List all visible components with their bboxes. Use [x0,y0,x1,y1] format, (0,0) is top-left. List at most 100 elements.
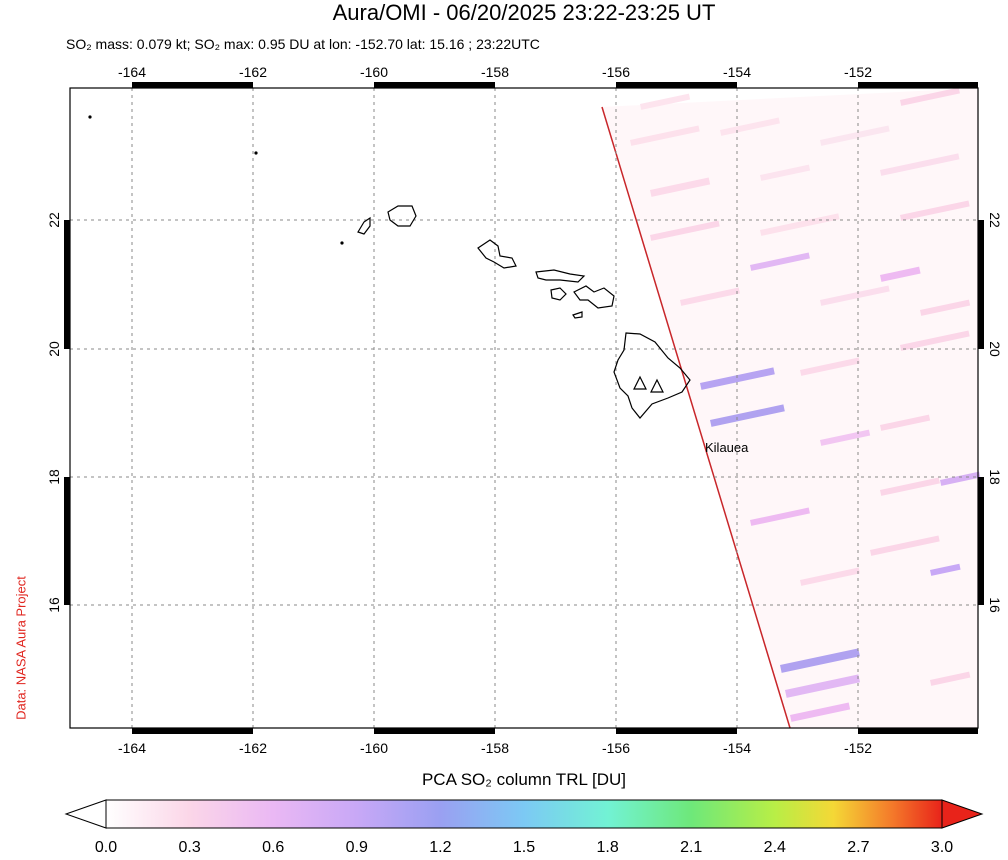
islet [88,115,92,119]
lat-ticks-right: 16 18 20 22 [987,212,1003,613]
swath-pixel [790,702,851,722]
swath-pixel [750,507,810,526]
colorbar-tick: 3.0 [931,839,953,856]
colorbar-tick: 0.0 [95,839,117,856]
map-title: Aura/OMI - 06/20/2025 23:22-23:25 UT [332,0,716,25]
lon-tick: -152 [844,64,872,80]
swath-pixel [900,330,970,351]
swath-pixel [880,414,931,431]
island-niihau [357,216,371,235]
lon-axis-bars [132,82,978,734]
colorbar: 0.0 0.3 0.6 0.9 1.2 1.5 1.8 2.1 2.4 2.7 … [64,799,984,856]
colorbar-tick: 2.4 [764,839,786,856]
swath-pixel [700,367,775,390]
lat-tick: 22 [46,212,62,228]
island-oahu [477,239,517,269]
swath-pixel [880,477,940,496]
colorbar-title: PCA SO₂ column TRL [DU] [421,770,627,789]
swath-pixel [820,125,890,146]
lon-tick: -156 [602,64,630,80]
swath-pixel [650,220,720,241]
lon-tick: -158 [481,64,509,80]
swath-pixel [880,153,960,176]
lat-tick: 20 [987,341,1003,357]
lat-tick: 18 [987,469,1003,485]
map-frame [69,87,979,729]
colorbar-tick: 2.1 [680,839,702,856]
volcano-label: Kilauea [705,440,749,455]
colorbar-tick: 1.2 [429,839,451,856]
island-molokai [535,269,586,283]
island-kahoolawe [572,311,583,319]
swath-pixel [930,671,971,686]
lat-tick: 16 [987,597,1003,613]
lon-ticks-top: -164 -162 -160 -158 -156 -154 -152 [118,64,872,80]
lon-tick: -158 [481,740,509,756]
swath-pixel [940,471,981,486]
swath-pixel [800,567,860,586]
lon-tick: -160 [360,740,388,756]
colorbar-tick: 1.5 [513,839,535,856]
swath-pixel [900,87,960,106]
swath-pixel [879,266,921,282]
swath-pixel [785,674,861,698]
gridlines [70,88,978,728]
swath-pixel [759,213,840,236]
lon-tick: -162 [239,740,267,756]
islet [254,151,258,155]
lon-tick: -156 [602,740,630,756]
swath-pixel [780,648,860,673]
islet [340,241,344,245]
swath-fill [602,88,978,728]
so2-swath [601,87,981,729]
swath-pixel [650,177,711,197]
so2-summary: SO₂ mass: 0.079 kt; SO₂ max: 0.95 DU at … [66,36,540,52]
so2-map: Kilauea -164 -162 -160 -158 -156 -154 -1… [46,64,1003,756]
colorbar-tick: 0.3 [178,839,200,856]
swath-pixel [720,117,780,136]
swath-pixel [630,125,700,146]
lat-tick: 22 [987,212,1003,228]
swath-pixel [900,200,970,221]
swath-pixel [710,404,785,427]
lat-axis-bars [64,220,984,605]
lon-tick: -164 [118,740,146,756]
island-big-island [613,332,691,419]
colorbar-over-arrow [941,799,984,829]
swath-edge [601,106,791,729]
lon-tick: -154 [723,64,751,80]
swath-pixel [640,93,691,110]
lon-tick: -154 [723,740,751,756]
coastlines [88,115,691,419]
colorbar-ramp [105,799,943,829]
volcano-markers [633,375,664,393]
volcano-triangle-icon [633,375,647,390]
colorbar-under-arrow [64,799,107,829]
swath-pixel [870,535,940,556]
swath-pixel [820,285,890,306]
colorbar-ticks: 0.0 0.3 0.6 0.9 1.2 1.5 1.8 2.1 2.4 2.7 … [95,839,953,856]
volcano-triangle-icon [650,378,664,393]
lat-tick: 16 [46,597,62,613]
lat-tick: 20 [46,341,62,357]
island-maui [573,285,615,309]
swath-pixel [760,164,811,181]
island-lanai [550,287,567,301]
swath-pixel [680,287,740,306]
lon-tick: -164 [118,64,146,80]
swath-pixel [800,357,860,376]
colorbar-tick: 2.7 [847,839,869,856]
lat-tick: 18 [46,469,62,485]
lon-tick: -152 [844,740,872,756]
lat-ticks-left: 16 18 20 22 [46,212,62,613]
swath-pixel [920,299,971,316]
colorbar-tick: 1.8 [596,839,618,856]
colorbar-tick: 0.6 [262,839,284,856]
swath-pixel [750,252,810,271]
swath-pixel [929,563,961,576]
colorbar-tick: 0.9 [346,839,368,856]
lon-tick: -160 [360,64,388,80]
lon-ticks-bottom: -164 -162 -160 -158 -156 -154 -152 [118,740,872,756]
lon-tick: -162 [239,64,267,80]
island-kauai [387,205,417,227]
